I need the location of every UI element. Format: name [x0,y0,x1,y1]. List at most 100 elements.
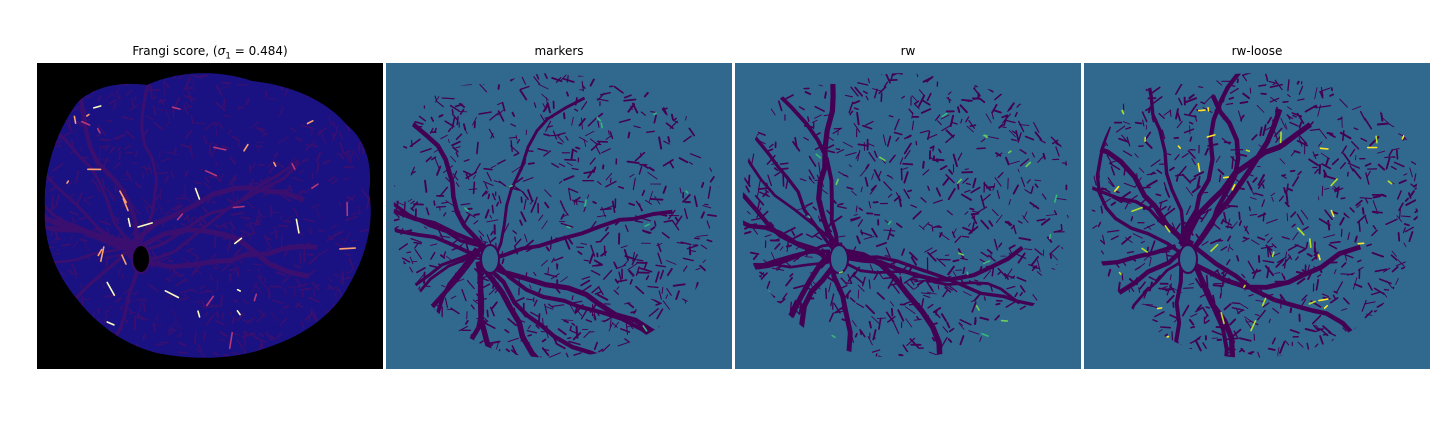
texture-stroke [175,278,187,286]
texture-stroke [501,258,505,265]
texture-stroke [672,283,686,287]
texture-stroke [1060,223,1063,231]
texture-stroke [260,280,270,291]
texture-stroke [1396,215,1403,223]
texture-stroke [1018,237,1032,241]
texture-stroke [1019,305,1027,310]
frangi-title-suffix: = 0.484) [230,44,288,58]
texture-stroke [190,114,194,125]
texture-stroke [331,224,337,229]
texture-stroke [560,222,574,228]
texture-stroke [1049,252,1053,259]
texture-stroke [818,215,821,223]
texture-stroke [1200,210,1209,223]
texture-stroke [929,285,935,293]
texture-stroke [581,84,586,89]
texture-stroke [635,266,640,276]
texture-stroke [209,142,214,147]
texture-stroke [1359,197,1372,200]
texture-stroke [1242,237,1250,243]
texture-stroke [965,182,971,186]
texture-stroke [885,247,891,259]
rw-panel: rw [735,40,1081,369]
texture-stroke [1222,220,1232,226]
texture-stroke [570,149,574,160]
texture-stroke [1020,176,1026,188]
texture-stroke [270,335,275,341]
texture-stroke [1382,267,1391,273]
texture-stroke [830,293,835,307]
texture-stroke [183,294,190,298]
highlight-mark [1330,178,1338,187]
texture-stroke [791,233,803,240]
texture-stroke [1384,156,1396,159]
texture-stroke [568,340,581,346]
texture-stroke [1304,104,1318,113]
texture-stroke [700,211,705,219]
texture-stroke [70,270,78,279]
texture-stroke [556,132,566,136]
texture-stroke [342,177,350,180]
texture-stroke [1326,132,1334,135]
texture-stroke [489,236,497,243]
texture-stroke [1151,96,1163,105]
texture-stroke [927,130,931,141]
texture-stroke [1306,253,1313,258]
texture-stroke [1358,220,1361,232]
texture-stroke [1280,117,1286,129]
texture-stroke [1190,325,1196,329]
texture-stroke [255,126,265,134]
texture-stroke [909,338,920,349]
texture-stroke [1229,87,1239,94]
texture-stroke [1257,351,1262,358]
highlight-mark [85,113,90,117]
texture-stroke [348,257,355,271]
texture-stroke [583,259,590,262]
texture-stroke [825,287,828,300]
texture-stroke [106,119,113,123]
texture-stroke [905,318,913,328]
texture-stroke [854,86,863,97]
texture-stroke [952,153,958,168]
vessel-branch [127,243,318,270]
texture-stroke [198,290,212,294]
texture-stroke [308,228,312,234]
highlight-mark [176,213,184,221]
texture-stroke [304,312,313,321]
texture-stroke [281,275,291,284]
highlight-mark [1250,319,1257,332]
texture-stroke [1204,93,1214,104]
texture-stroke [945,129,955,138]
vessel-branch [1178,244,1362,290]
texture-stroke [1395,261,1406,267]
texture-stroke [230,211,244,217]
texture-stroke [940,114,950,120]
texture-stroke [1146,172,1157,176]
texture-stroke [459,108,465,115]
texture-stroke [1347,232,1350,241]
texture-stroke [108,99,117,105]
texture-stroke [661,232,670,239]
texture-stroke [655,271,660,283]
texture-stroke [264,236,272,241]
texture-stroke [905,281,914,290]
texture-stroke [320,132,326,144]
texture-stroke [684,208,688,220]
texture-stroke [215,124,218,137]
texture-stroke [84,297,91,301]
texture-stroke [577,250,583,255]
texture-stroke [1297,247,1307,254]
texture-stroke [1314,343,1319,349]
texture-stroke [443,212,447,217]
texture-stroke [525,298,533,301]
texture-stroke [1045,214,1057,217]
texture-stroke [113,161,122,170]
texture-stroke [918,94,926,107]
texture-stroke [349,151,354,164]
texture-stroke [1158,199,1168,204]
texture-stroke [1223,303,1232,311]
texture-stroke [759,191,769,197]
texture-stroke [700,181,705,188]
texture-stroke [545,306,554,310]
texture-stroke [903,171,909,184]
